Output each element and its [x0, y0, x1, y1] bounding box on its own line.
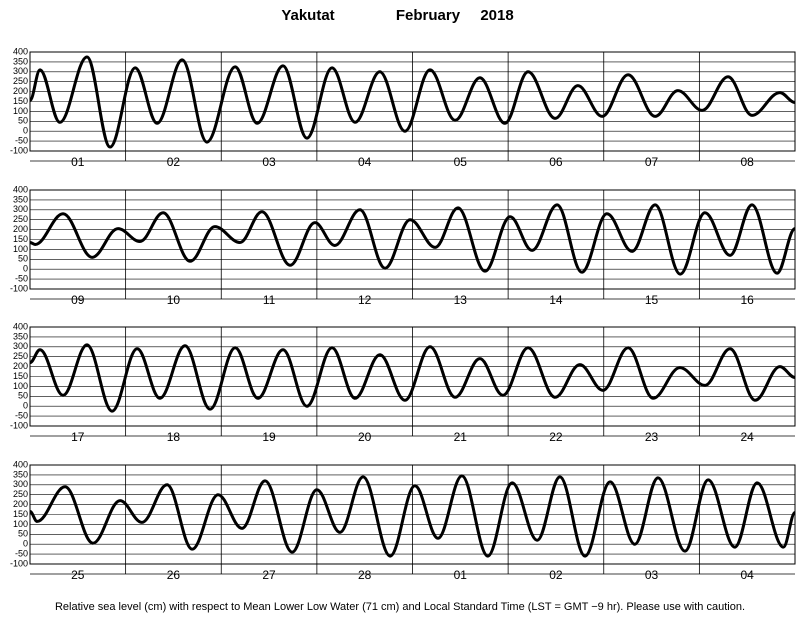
- y-tick-label: 200: [13, 86, 28, 96]
- day-label: 11: [263, 293, 276, 307]
- year: 2018: [480, 7, 513, 24]
- y-tick-label: 0: [23, 539, 28, 549]
- y-tick-label: 150: [13, 371, 28, 381]
- y-tick-label: 350: [13, 194, 28, 204]
- station-name: Yakutat: [281, 7, 334, 24]
- day-label: 10: [167, 293, 181, 307]
- y-tick-label: 350: [13, 469, 28, 479]
- y-tick-label: 0: [23, 264, 28, 274]
- tide-curve: [28, 55, 796, 149]
- y-tick-label: 100: [13, 519, 28, 529]
- y-tick-label: -100: [10, 283, 28, 293]
- day-label: 26: [167, 568, 181, 582]
- day-label: 04: [741, 568, 755, 582]
- y-tick-label: 100: [13, 381, 28, 391]
- y-tick-label: -50: [15, 410, 28, 420]
- day-label: 22: [549, 430, 563, 444]
- y-tick-label: -50: [15, 273, 28, 283]
- day-label: 06: [549, 155, 563, 169]
- y-tick-label: 0: [23, 401, 28, 411]
- day-label: 12: [358, 293, 372, 307]
- day-label: 07: [645, 155, 659, 169]
- tide-curve: [29, 203, 797, 276]
- tide-curve: [29, 474, 797, 558]
- day-label: 02: [167, 155, 181, 169]
- day-label: 16: [741, 293, 755, 307]
- y-tick-label: -100: [10, 145, 28, 155]
- y-tick-label: 150: [13, 509, 28, 519]
- y-tick-label: 300: [13, 341, 28, 351]
- day-label: 21: [454, 430, 468, 444]
- day-label: 17: [71, 430, 85, 444]
- y-tick-label: -50: [15, 548, 28, 558]
- y-tick-label: 300: [13, 66, 28, 76]
- day-label: 20: [358, 430, 372, 444]
- day-label: 08: [741, 155, 755, 169]
- day-label: 01: [71, 155, 85, 169]
- y-tick-label: 200: [13, 499, 28, 509]
- day-label: 03: [645, 568, 659, 582]
- day-label: 03: [262, 155, 276, 169]
- day-label: 23: [645, 430, 659, 444]
- y-tick-label: 50: [18, 529, 28, 539]
- day-label: 24: [741, 430, 755, 444]
- y-tick-label: 250: [13, 351, 28, 361]
- y-tick-label: 350: [13, 331, 28, 341]
- y-tick-label: 100: [13, 244, 28, 254]
- day-label: 13: [454, 293, 468, 307]
- y-tick-label: 400: [13, 321, 28, 331]
- day-label: 04: [358, 155, 372, 169]
- day-label: 02: [549, 568, 563, 582]
- month: February: [396, 7, 461, 24]
- y-tick-label: 50: [18, 116, 28, 126]
- day-label: 09: [71, 293, 85, 307]
- day-label: 18: [167, 430, 181, 444]
- day-label: 14: [549, 293, 563, 307]
- day-label: 15: [645, 293, 659, 307]
- y-tick-label: 250: [13, 489, 28, 499]
- y-tick-label: 100: [13, 106, 28, 116]
- y-tick-label: -50: [15, 135, 28, 145]
- y-tick-label: 400: [13, 459, 28, 469]
- y-tick-label: 50: [18, 254, 28, 264]
- y-tick-label: 250: [13, 76, 28, 86]
- y-tick-label: 250: [13, 214, 28, 224]
- day-label: 25: [71, 568, 85, 582]
- y-tick-label: 150: [13, 96, 28, 106]
- y-tick-label: 400: [13, 184, 28, 194]
- footnote: Relative sea level (cm) with respect to …: [55, 601, 745, 613]
- day-label: 27: [262, 568, 276, 582]
- plot-frame: [29, 189, 796, 290]
- plot-frame: [29, 464, 796, 565]
- y-tick-label: 150: [13, 234, 28, 244]
- day-label: 19: [262, 430, 276, 444]
- y-tick-label: 350: [13, 56, 28, 66]
- y-tick-label: 0: [23, 126, 28, 136]
- y-tick-label: 200: [13, 224, 28, 234]
- y-tick-label: 200: [13, 361, 28, 371]
- day-label: 01: [454, 568, 468, 582]
- y-tick-label: -100: [10, 420, 28, 430]
- day-label: 28: [358, 568, 372, 582]
- y-tick-label: 300: [13, 479, 28, 489]
- y-tick-label: 300: [13, 204, 28, 214]
- tide-curve: [29, 343, 796, 413]
- y-tick-label: 400: [13, 46, 28, 56]
- y-tick-label: -100: [10, 558, 28, 568]
- day-label: 05: [454, 155, 468, 169]
- y-tick-label: 50: [18, 391, 28, 401]
